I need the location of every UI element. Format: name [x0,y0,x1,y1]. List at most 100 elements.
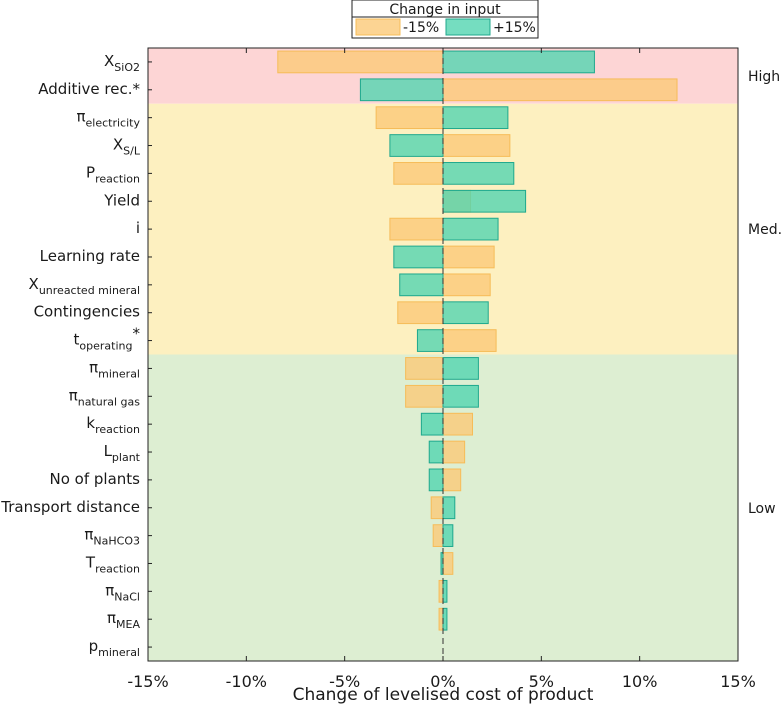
y-label-subscript: reaction [95,423,140,436]
y-label-subscript: reaction [95,172,140,185]
y-label-main: π [107,609,116,627]
bar-minus15 [442,134,511,157]
bar-plus15 [442,607,448,631]
band-labels: High Med. Low [748,69,782,517]
band-label: Low [748,501,776,517]
bar-plus15 [393,245,444,269]
x-tick-label: 5% [529,672,554,691]
y-label-subscript: natural gas [78,395,141,408]
y-label-subscript: reaction [95,562,140,575]
x-tick-label: 0% [430,672,455,691]
y-label: Treaction [85,553,140,575]
bar-minus15 [442,440,466,464]
legend-label-minus: -15% [403,20,439,36]
y-label: πMEA [107,609,140,631]
bar-minus15 [397,301,444,325]
bar-plus15 [442,357,479,380]
bar-plus15 [359,78,444,102]
y-label-subscript: SiO2 [114,61,140,74]
y-label-main: Transport distance [0,498,140,516]
y-label: Preaction [86,163,140,185]
y-label: Transport distance [0,498,140,516]
y-label-main: L [104,442,113,460]
bar-plus15 [442,162,515,185]
bar-minus15 [442,329,497,352]
x-tick-label: -5% [329,672,360,691]
bar-minus15 [442,273,491,297]
bar-plus15 [442,217,499,241]
y-label-subscript: operating [79,340,132,353]
y-label-main: Yield [103,191,140,209]
legend: Change in input -15% +15% [351,0,539,39]
y-label-main: i [136,219,140,237]
bar-minus15 [393,162,444,185]
y-label: XSiO2 [104,52,140,74]
bar-plus15 [389,134,444,157]
y-label: XS/L [113,136,141,158]
y-label-main: π [69,386,78,404]
y-label-main: T [85,553,96,571]
y-label-subscript: mineral [98,646,140,659]
bar-plus15 [442,496,456,520]
bar-minus15 [438,607,444,631]
y-label-main: Contingencies [34,303,141,321]
y-label-subscript: S/L [123,145,141,158]
y-label: kreaction [86,414,140,436]
y-label-main: t [74,331,80,349]
bar-plus15 [442,384,479,408]
bar-minus15 [405,357,444,380]
y-label: πnatural gas [69,386,141,408]
x-tick-label: -15% [127,672,168,691]
bar-plus15 [428,440,444,464]
y-label-subscript: plant [112,451,141,464]
y-label: Learning rate [40,247,140,265]
y-label: pmineral [89,637,140,659]
y-label: πelectricity [77,108,141,130]
y-label-main: π [84,526,93,544]
bar-minus15 [389,217,444,241]
y-label-subscript: electricity [86,117,141,130]
y-label: Lplant [104,442,141,464]
bar-minus15 [405,384,444,408]
bar-plus15 [442,301,489,325]
bar-plus15 [442,50,595,74]
bar-minus15 [277,50,444,74]
y-label-main: X [29,275,39,293]
y-label: Yield [103,191,140,209]
bar-plus15 [442,106,509,130]
legend-title: Change in input [389,2,501,18]
y-label-main: P [86,163,95,181]
y-label: Contingencies [34,303,141,321]
bar-minus15 [442,78,678,102]
bar-plus15 [428,468,444,492]
legend-swatch-plus [445,18,491,36]
bar-plus15 [442,524,454,547]
bar-plus15 [442,189,527,213]
y-label-subscript: MEA [116,618,140,631]
bar-minus15 [432,524,444,547]
bar-minus15 [430,496,444,520]
y-label-main: Additive rec.* [38,80,140,98]
bar-minus15 [442,412,473,436]
y-label-subscript: unreacted mineral [39,284,140,297]
bar-plus15 [420,412,444,436]
bar-minus15 [442,245,495,269]
y-label-main: p [89,637,99,655]
y-label-main: π [89,358,98,376]
y-label-main: No of plants [50,470,141,488]
bar-plus15 [442,579,448,603]
y-label-main: X [113,136,123,154]
y-label-main: Learning rate [40,247,140,265]
y-label-subscript: NaHCO3 [93,535,140,548]
y-label: Additive rec.* [38,80,140,98]
bar-minus15 [375,106,444,130]
y-label: toperating* [74,325,141,353]
x-axis-title: Change of levelised cost of product [293,685,594,705]
bar-minus15 [438,579,444,603]
y-label: i [136,219,140,237]
bar-plus15 [399,273,444,297]
bar-minus15 [442,468,462,492]
bar-minus15 [442,552,454,575]
